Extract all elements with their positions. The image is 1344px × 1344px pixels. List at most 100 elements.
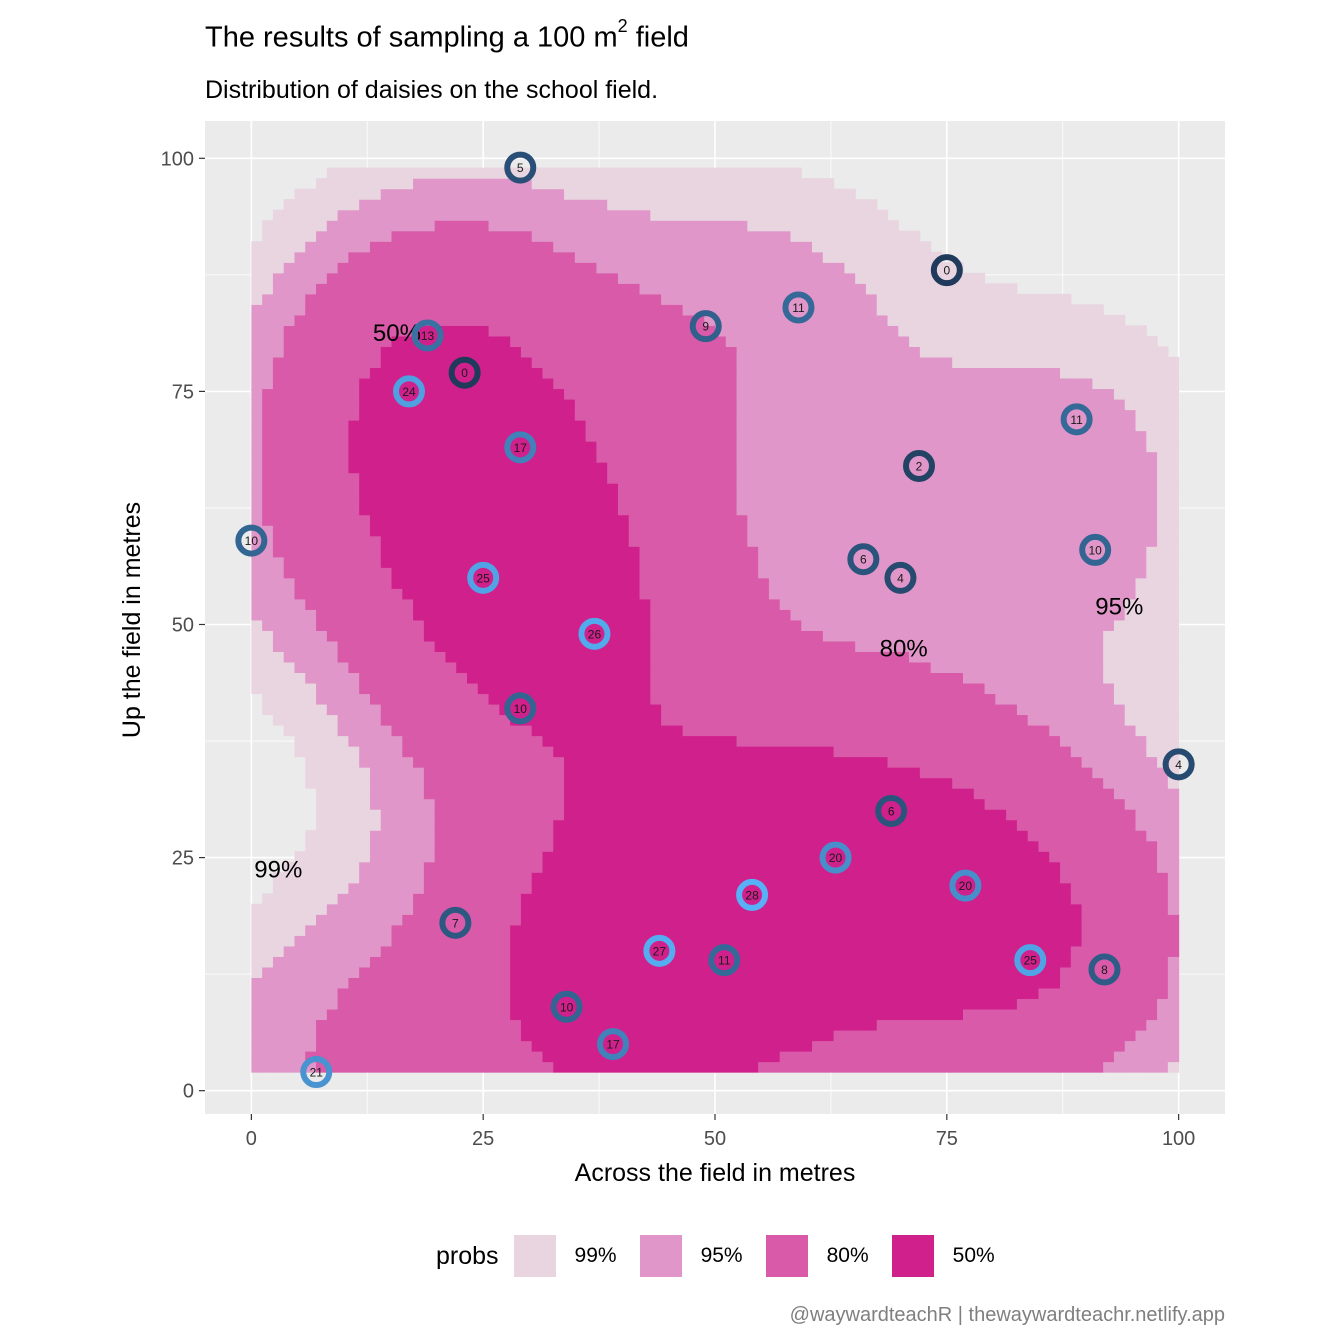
density-cell-80 [499,966,511,978]
density-cell-50 [467,661,479,674]
density-cell-80 [402,725,414,737]
density-cell-80 [305,504,317,516]
density-cell-80 [337,567,349,579]
density-cell-50 [725,788,738,800]
density-cell-80 [650,314,662,326]
density-cell-80 [650,451,662,463]
density-cell-80 [704,609,716,621]
density-cell-50 [876,945,889,957]
density-cell-95 [812,409,824,421]
density-cell-80 [520,788,533,800]
density-cell-50 [520,945,533,957]
density-cell-50 [585,514,597,526]
density-cell-80 [682,462,695,474]
density-cell-80 [812,714,824,726]
density-cell-80 [467,767,479,779]
density-cell-80 [607,430,619,442]
density-cell-50 [564,514,576,526]
density-cell-80 [628,441,641,453]
density-cell-50 [704,872,716,884]
density-cell-50 [650,1029,662,1042]
density-cell-50 [865,998,878,1010]
density-cell-95 [747,293,759,305]
density-cell-80 [369,335,382,347]
density-cell-80 [316,1040,328,1052]
density-cell-50 [596,725,608,737]
density-cell-80 [510,1051,522,1063]
density-cell-80 [456,851,468,863]
density-cell-80 [682,472,695,484]
density-cell-80 [391,230,403,242]
density-cell-50 [758,914,770,926]
density-cell-95 [747,504,759,516]
density-cell-80 [316,493,328,505]
density-cell-50 [617,903,630,915]
density-cell-95 [736,356,748,369]
density-cell-50 [402,546,414,558]
density-cell-80 [520,735,533,747]
density-cell-50 [855,777,867,789]
density-cell-80 [434,830,447,842]
density-cell-99 [693,199,705,211]
density-cell-50 [510,493,522,505]
density-cell-50 [520,483,533,495]
density-cell-80 [413,893,425,905]
density-cell-80 [445,220,457,232]
density-cell-80 [531,819,544,831]
density-cell-99 [758,167,770,179]
density-cell-80 [337,651,349,663]
density-cell-80 [822,703,835,716]
density-cell-95 [272,598,285,610]
density-cell-50 [607,935,619,947]
density-cell-95 [348,693,360,705]
density-cell-80 [348,609,360,621]
density-cell-80 [326,535,339,547]
density-cell-95 [876,451,889,463]
density-cell-80 [671,441,684,453]
density-cell-50 [650,809,662,821]
density-cell-50 [855,872,867,884]
density-cell-80 [585,388,597,400]
density-cell-50 [380,388,393,400]
density-cell-80 [477,798,490,810]
density-cell-80 [359,619,371,631]
density-cell-99 [326,199,339,211]
density-cell-80 [855,661,867,674]
density-cell-80 [704,525,716,537]
density-cell-50 [812,977,824,989]
density-cell-80 [359,335,371,347]
density-cell-50 [531,903,544,915]
density-cell-50 [499,661,511,674]
density-cell-95 [434,188,447,200]
density-cell-80 [326,567,339,579]
density-cell-99 [359,777,371,789]
density-cell-80 [316,356,328,369]
density-cell-99 [337,882,349,894]
density-cell-99 [844,262,856,274]
density-cell-95 [305,640,317,652]
density-cell-50 [531,514,544,526]
density-cell-80 [456,1029,468,1042]
density-cell-95 [768,535,781,547]
density-cell-50 [531,693,544,705]
density-cell-50 [790,809,802,821]
density-cell-80 [639,420,651,432]
density-cell-95 [305,935,317,947]
density-cell-50 [617,693,630,705]
density-cell-80 [413,1051,425,1063]
density-cell-95 [262,619,274,631]
density-cell-80 [887,1019,899,1031]
density-cell-50 [812,756,824,768]
density-cell-95 [348,220,360,232]
density-cell-50 [564,661,576,674]
density-cell-80 [456,725,468,737]
density-cell-95 [251,588,263,600]
density-cell-50 [456,609,468,621]
density-cell-50 [779,830,792,842]
density-cell-50 [639,767,651,779]
density-cell-80 [477,293,490,305]
density-cell-50 [661,819,673,831]
density-cell-80 [326,1008,339,1021]
density-cell-99 [553,178,565,190]
density-cell-50 [865,893,878,905]
